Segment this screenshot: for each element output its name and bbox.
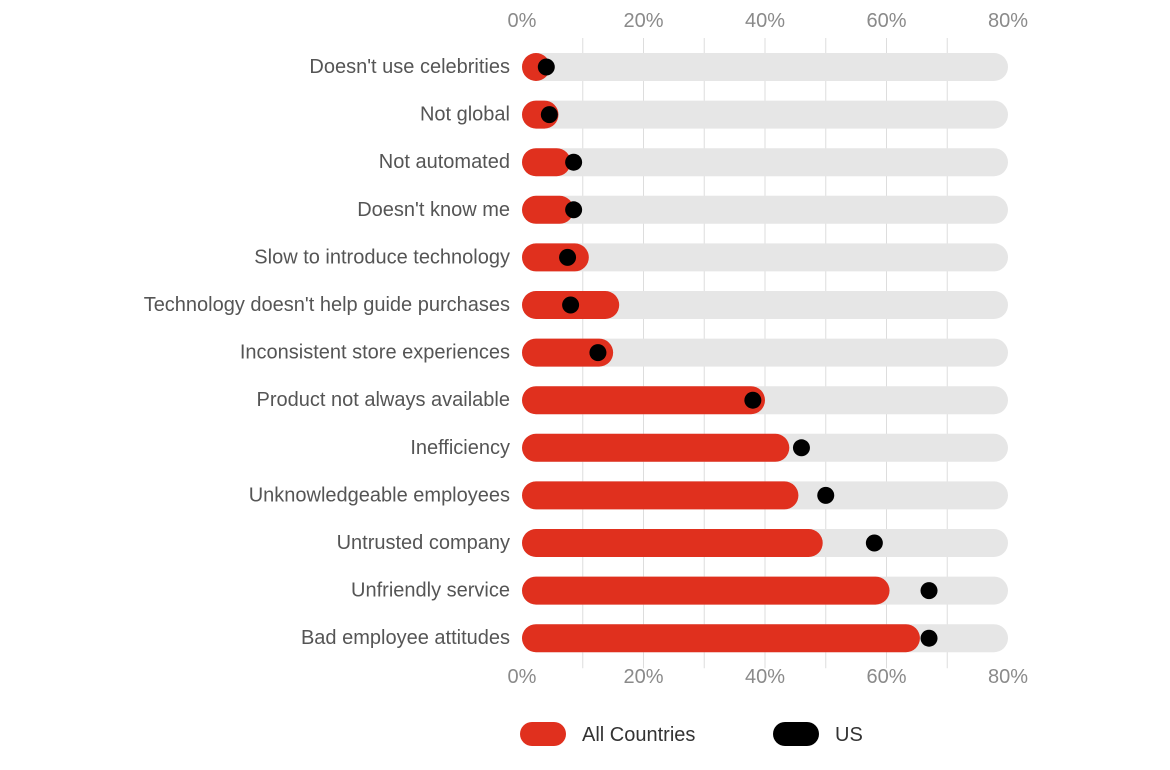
x-tick-label-top: 60% <box>866 10 906 32</box>
category-label: Untrusted company <box>337 532 510 554</box>
x-tick-label-top: 40% <box>745 10 785 32</box>
category-label: Not global <box>420 104 510 126</box>
dot-us <box>559 248 577 266</box>
dot-us <box>565 201 583 219</box>
bar-all-countries <box>522 576 890 605</box>
legend-label-all-countries: All Countries <box>582 724 695 746</box>
bar-track <box>522 148 1008 177</box>
all-countries-bars <box>522 53 920 653</box>
legend-swatch-all-countries <box>520 722 566 746</box>
bar-all-countries <box>522 243 589 272</box>
x-tick-label-bottom: 0% <box>508 666 537 688</box>
bar-all-countries <box>522 195 574 224</box>
category-label: Slow to introduce technology <box>254 246 510 268</box>
x-tick-label-bottom: 80% <box>988 666 1028 688</box>
bar-all-countries <box>522 148 571 177</box>
bar-track <box>522 291 1008 319</box>
dot-us <box>865 534 883 552</box>
category-label: Bad employee attitudes <box>301 627 510 649</box>
bar-track <box>522 195 1008 224</box>
dot-us <box>792 439 810 457</box>
x-tick-label-top: 20% <box>623 10 663 32</box>
category-label: Technology doesn't help guide purchases <box>144 294 510 316</box>
bar-all-countries <box>522 481 799 510</box>
legend-label-us: US <box>835 724 863 746</box>
dot-us <box>744 391 762 409</box>
x-tick-label-bottom: 20% <box>623 666 663 688</box>
category-label: Unfriendly service <box>351 580 510 602</box>
bar-all-countries <box>522 386 765 415</box>
x-axis-top-ticks: 0% 20% 40% 60% 80% <box>508 10 1029 32</box>
category-label: Unknowledgeable employees <box>249 484 510 506</box>
category-labels: Doesn't use celebrities Not global Not aut… <box>144 56 510 649</box>
x-tick-label-top: 80% <box>988 10 1028 32</box>
bar-all-countries <box>522 433 790 462</box>
dot-us <box>920 629 938 647</box>
bar-track <box>522 100 1008 129</box>
bar-track <box>522 53 1008 81</box>
category-label: Product not always available <box>257 389 510 411</box>
x-tick-label-bottom: 60% <box>866 666 906 688</box>
bar-track <box>522 243 1008 272</box>
category-label: Not automated <box>379 151 510 173</box>
dot-us <box>562 296 580 314</box>
dot-us <box>817 486 835 504</box>
x-tick-label-top: 0% <box>508 10 537 32</box>
legend-swatch-us <box>773 722 819 746</box>
us-dots <box>537 58 938 647</box>
bar-tracks <box>522 53 1008 653</box>
dot-us <box>537 58 555 76</box>
bar-all-countries <box>522 529 823 557</box>
legend: All Countries US <box>520 722 863 746</box>
bar-all-countries <box>522 338 614 367</box>
dot-us <box>920 582 938 600</box>
category-label: Doesn't use celebrities <box>309 56 510 78</box>
dot-us <box>540 106 558 124</box>
dot-us <box>589 344 607 362</box>
x-axis-bottom-ticks: 0% 20% 40% 60% 80% <box>508 666 1029 688</box>
dot-us <box>565 153 583 171</box>
bar-track <box>522 338 1008 367</box>
category-label: Inefficiency <box>410 437 510 459</box>
x-tick-label-bottom: 40% <box>745 666 785 688</box>
category-label: Doesn't know me <box>357 199 510 221</box>
category-label: Inconsistent store experiences <box>240 342 510 364</box>
bar-all-countries <box>522 624 920 653</box>
